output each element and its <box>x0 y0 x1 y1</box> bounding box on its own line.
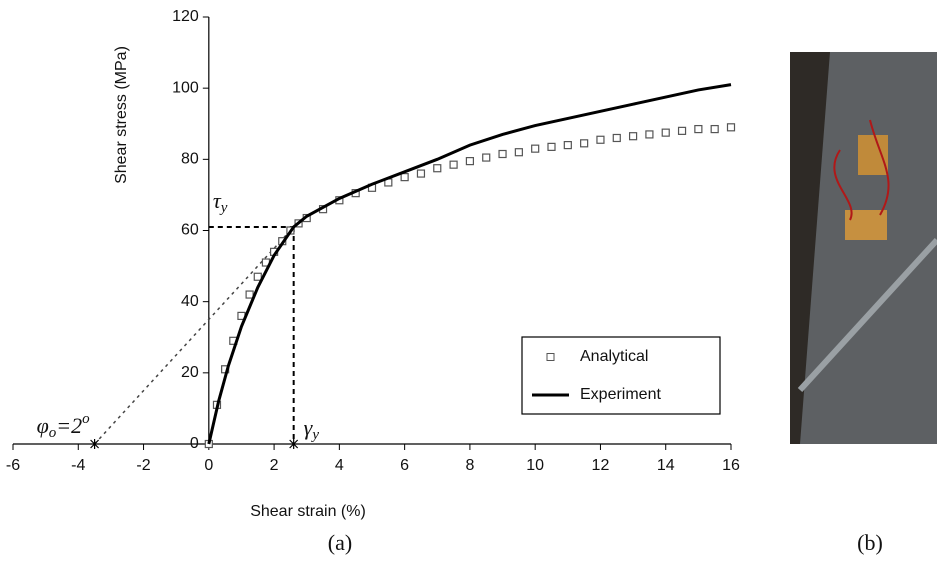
y-tick-label: 80 <box>181 151 199 168</box>
data-point <box>514 148 523 157</box>
x-tick-label: 10 <box>526 457 544 474</box>
x-tick-label: 6 <box>400 457 409 474</box>
symbol: φ <box>37 413 49 438</box>
data-point <box>253 272 262 281</box>
x-tick-label: 14 <box>657 457 675 474</box>
x-tick-label: 4 <box>335 457 344 474</box>
data-point <box>694 124 703 134</box>
subscript: y <box>219 200 228 216</box>
data-point <box>547 142 556 151</box>
subscript: o <box>49 425 57 441</box>
data-point <box>726 123 736 132</box>
x-tick-label: -2 <box>136 457 150 474</box>
data-point <box>580 139 589 148</box>
x-axis-label: Shear strain (%) <box>250 503 366 520</box>
x-tick-label: 0 <box>204 457 213 474</box>
y-tick-label: 0 <box>190 435 199 452</box>
x-tick-label: 8 <box>465 457 474 474</box>
data-point <box>416 169 426 178</box>
legend-marker <box>546 353 555 361</box>
y-axis-label: Shear stress (MPa) <box>113 46 130 184</box>
data-point <box>677 126 687 135</box>
caption: (a) <box>328 530 352 555</box>
data-point <box>531 144 540 153</box>
data-point <box>710 124 719 134</box>
superscript: o <box>82 411 90 427</box>
data-point <box>645 130 654 139</box>
legend-label: Experiment <box>580 386 661 403</box>
photo <box>790 52 937 444</box>
data-point <box>612 133 621 143</box>
annotation: γy <box>304 415 320 443</box>
data-point <box>400 173 409 182</box>
x-tick-label: 12 <box>592 457 610 474</box>
legend-label: Analytical <box>580 348 648 365</box>
subscript: y <box>310 427 319 443</box>
data-point <box>628 132 638 141</box>
y-tick-label: 40 <box>181 293 199 310</box>
x-tick-label: -4 <box>71 457 85 474</box>
offset-line <box>94 226 295 445</box>
symbol: γ <box>304 415 314 440</box>
data-point <box>482 153 491 162</box>
symbol: τ <box>213 188 222 213</box>
data-line <box>207 83 732 445</box>
data-point <box>661 128 670 137</box>
y-tick-label: 60 <box>181 222 199 239</box>
data-point <box>449 160 458 169</box>
y-tick-label: 20 <box>181 364 199 381</box>
x-tick-label: 2 <box>270 457 279 474</box>
data-point <box>563 141 572 150</box>
data-point <box>465 157 475 166</box>
y-tick-label: 100 <box>172 79 199 96</box>
caption: (b) <box>857 530 883 555</box>
data-point <box>245 290 254 299</box>
text: =2 <box>56 413 82 438</box>
legend-box <box>521 336 721 415</box>
x-tick-label: 16 <box>722 457 740 474</box>
x-tick-label: -6 <box>6 457 20 474</box>
y-tick-label: 120 <box>172 8 199 25</box>
data-point <box>498 149 507 159</box>
annotation: τy <box>213 188 228 216</box>
data-point <box>433 164 442 173</box>
annotation: φo=2o <box>37 411 91 441</box>
data-point <box>596 135 605 144</box>
star-marker <box>289 439 299 449</box>
star-marker <box>90 439 100 449</box>
